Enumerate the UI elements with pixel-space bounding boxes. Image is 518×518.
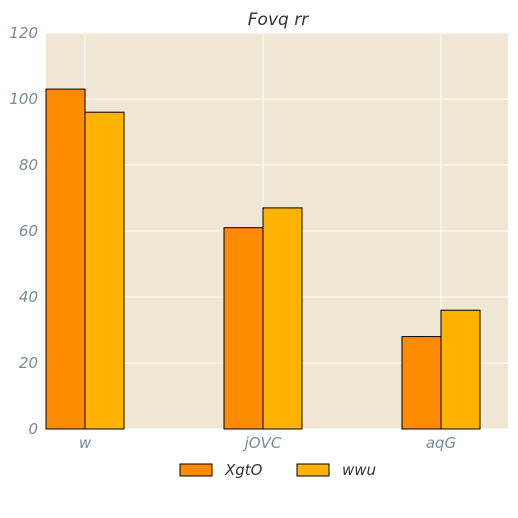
y-tick-label: 40 [19,288,38,306]
bar [223,227,264,430]
bars [45,88,481,430]
bar [84,111,125,430]
legend: XgtO wwu [179,461,376,479]
bar [262,207,303,430]
y-tick-label: 80 [19,156,38,174]
chart-title: Fovq rr [248,10,309,30]
y-tick-label: 60 [19,222,38,240]
y-tick-label: 120 [9,24,38,42]
legend-label: wwu [342,461,376,479]
legend-swatch [179,463,213,477]
bar [401,336,442,430]
bar [45,88,86,430]
y-tick-label: 100 [9,90,38,108]
y-tick-label: 0 [28,420,38,438]
x-tick-labels: w jOVC aqG [79,434,456,452]
x-tick-label: aqG [426,434,456,452]
legend-label: XgtO [224,461,263,479]
legend-swatch [296,463,330,477]
x-tick-label: w [79,434,92,452]
y-tick-labels: 0 20 40 60 80 100 120 [9,24,38,438]
y-tick-label: 20 [19,354,38,372]
x-tick-label: jOVC [243,434,282,452]
bar [440,309,481,430]
